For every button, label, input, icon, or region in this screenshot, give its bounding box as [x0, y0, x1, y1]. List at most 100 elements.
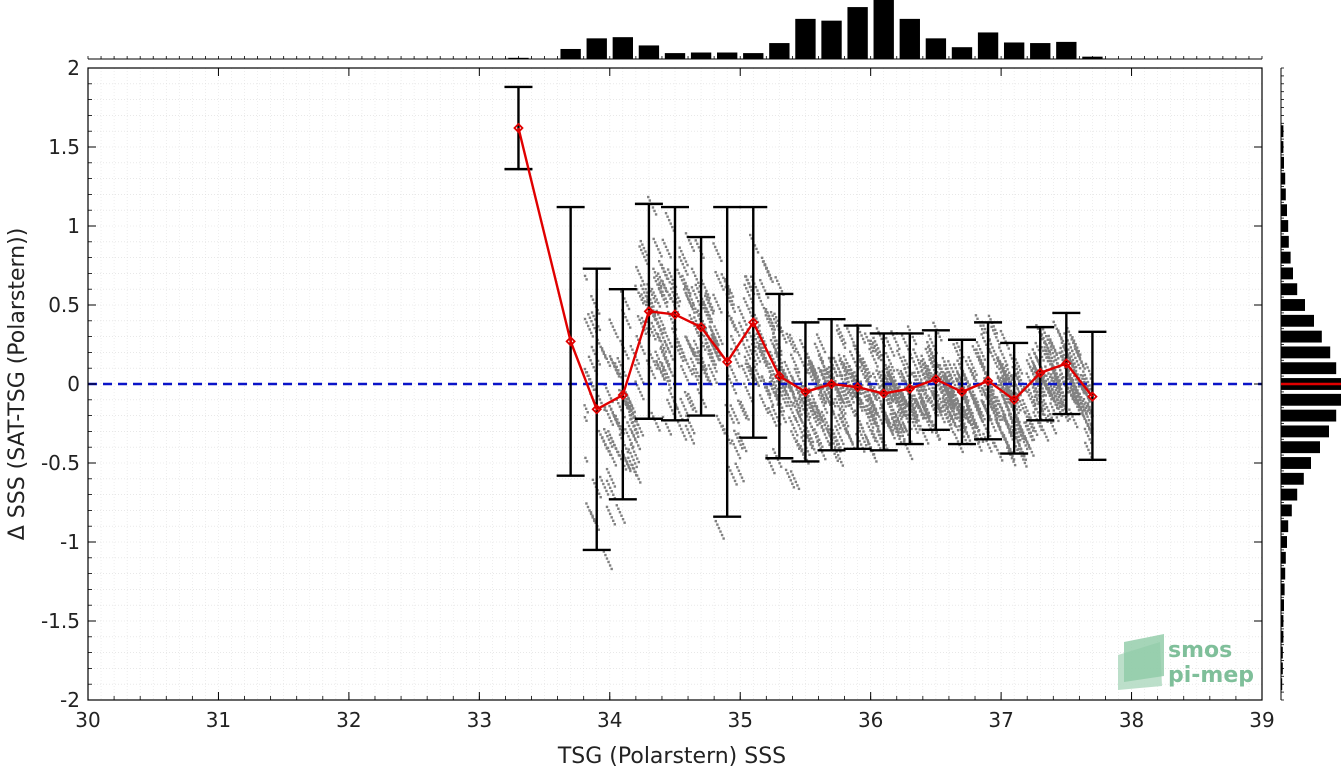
scatter-point [928, 334, 930, 336]
scatter-point [1006, 377, 1008, 379]
scatter-point [873, 433, 875, 435]
scatter-point [682, 263, 684, 265]
scatter-point [798, 354, 800, 356]
scatter-point [642, 398, 644, 400]
scatter-point [666, 215, 668, 217]
scatter-point [616, 336, 618, 338]
scatter-point [982, 388, 984, 390]
scatter-point [709, 380, 711, 382]
scatter-point [931, 387, 933, 389]
scatter-point [980, 449, 982, 451]
scatter-point [717, 304, 719, 306]
scatter-point [976, 318, 978, 320]
scatter-point [901, 360, 903, 362]
right-hist-bar [1281, 647, 1283, 659]
scatter-point [746, 304, 748, 306]
scatter-point [852, 401, 854, 403]
scatter-point [844, 347, 846, 349]
scatter-point [799, 339, 801, 341]
scatter-point [903, 396, 905, 398]
scatter-point [943, 401, 945, 403]
scatter-point [1050, 373, 1052, 375]
scatter-point [835, 456, 837, 458]
scatter-point [717, 418, 719, 420]
scatter-point [790, 386, 792, 388]
scatter-point [872, 436, 874, 438]
scatter-point [688, 422, 690, 424]
scatter-point [952, 396, 954, 398]
scatter-point [826, 389, 828, 391]
scatter-point [862, 373, 864, 375]
scatter-point [895, 396, 897, 398]
scatter-point [775, 390, 777, 392]
scatter-point [841, 405, 843, 407]
scatter-point [772, 383, 774, 385]
scatter-point [956, 342, 958, 344]
scatter-point [772, 448, 774, 450]
scatter-point [619, 373, 621, 375]
scatter-point [728, 378, 730, 380]
scatter-point [790, 479, 792, 481]
scatter-point [969, 439, 971, 441]
scatter-point [677, 341, 679, 343]
scatter-point [899, 414, 901, 416]
scatter-point [984, 340, 986, 342]
scatter-point [836, 324, 838, 326]
scatter-point [903, 438, 905, 440]
scatter-point [619, 434, 621, 436]
scatter-point [717, 344, 719, 346]
scatter-point [733, 355, 735, 357]
scatter-point [913, 394, 915, 396]
scatter-point [749, 357, 751, 359]
scatter-point [641, 243, 643, 245]
scatter-point [812, 408, 814, 410]
right-hist-bar [1281, 631, 1283, 643]
scatter-point [984, 372, 986, 374]
scatter-point [999, 456, 1001, 458]
scatter-point [770, 414, 772, 416]
scatter-point [704, 286, 706, 288]
scatter-point [724, 278, 726, 280]
scatter-point [868, 348, 870, 350]
scatter-point [739, 444, 741, 446]
scatter-point [619, 340, 621, 342]
scatter-point [1018, 405, 1020, 407]
scatter-point [658, 358, 660, 360]
scatter-point [968, 385, 970, 387]
scatter-point [654, 241, 656, 243]
scatter-point [972, 415, 974, 417]
scatter-point [764, 405, 766, 407]
scatter-point [653, 335, 655, 337]
scatter-point [636, 359, 638, 361]
scatter-point [711, 356, 713, 358]
scatter-point [800, 418, 802, 420]
scatter-point [681, 401, 683, 403]
scatter-point [654, 295, 656, 297]
scatter-point [767, 271, 769, 273]
scatter-point [924, 404, 926, 406]
scatter-point [797, 351, 799, 353]
scatter-point [927, 365, 929, 367]
scatter-point [771, 388, 773, 390]
scatter-point [931, 341, 933, 343]
scatter-point [815, 432, 817, 434]
scatter-point [792, 402, 794, 404]
scatter-point [983, 418, 985, 420]
scatter-point [690, 358, 692, 360]
scatter-point [598, 430, 600, 432]
scatter-point [583, 404, 585, 406]
scatter-point [1018, 375, 1020, 377]
scatter-point [732, 385, 734, 387]
scatter-point [614, 362, 616, 364]
scatter-point [763, 307, 765, 309]
scatter-point [750, 298, 752, 300]
scatter-point [938, 407, 940, 409]
scatter-point [748, 370, 750, 372]
scatter-point [685, 438, 687, 440]
scatter-point [690, 298, 692, 300]
scatter-point [693, 316, 695, 318]
scatter-point [737, 400, 739, 402]
top-hist-bar [508, 58, 528, 59]
scatter-point [867, 439, 869, 441]
scatter-point [774, 336, 776, 338]
